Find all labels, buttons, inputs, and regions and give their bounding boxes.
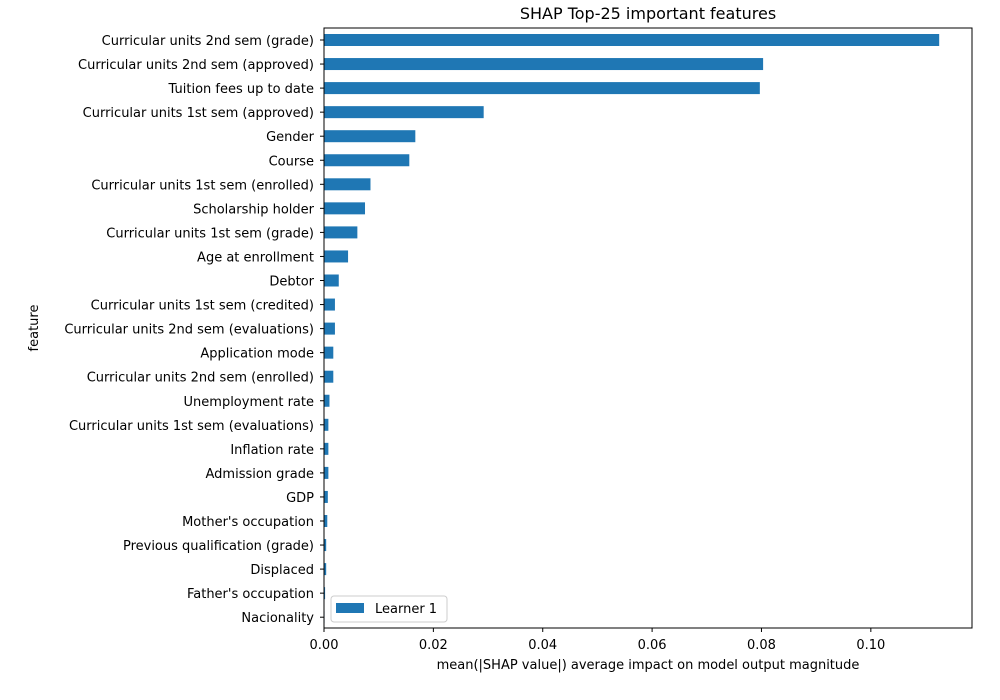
y-tick-label: Curricular units 1st sem (approved)	[83, 106, 314, 121]
bar	[324, 466, 329, 479]
bars-group	[324, 34, 940, 624]
x-ticks-group: 0.00 0.02 0.04 0.06 0.08 0.10	[310, 628, 885, 653]
y-tick-label: Curricular units 1st sem (enrolled)	[91, 178, 314, 193]
bar	[324, 587, 326, 600]
bar	[324, 226, 358, 239]
y-tick-label: Gender	[266, 130, 315, 145]
x-axis-title: mean(|SHAP value|) average impact on mod…	[437, 658, 860, 673]
bar	[324, 539, 327, 552]
y-tick-label: Debtor	[269, 275, 314, 290]
bar	[324, 82, 760, 95]
x-tick-label: 0.00	[310, 638, 339, 653]
y-tick-label: Curricular units 2nd sem (approved)	[78, 58, 314, 73]
bar	[324, 322, 335, 335]
x-tick-label: 0.04	[528, 638, 557, 653]
legend: Learner 1	[330, 595, 448, 623]
bar	[324, 394, 330, 407]
y-tick-label: Inflation rate	[230, 443, 314, 458]
y-tick-label: Age at enrollment	[197, 250, 314, 265]
legend-box	[330, 595, 448, 623]
bar	[324, 202, 366, 215]
bar	[324, 130, 416, 143]
x-tick-label: 0.02	[419, 638, 448, 653]
bar	[324, 346, 334, 359]
y-axis-title: feature	[27, 305, 42, 352]
legend-label: Learner 1	[375, 602, 437, 617]
chart-title: SHAP Top-25 important features	[520, 4, 776, 23]
bar	[324, 250, 349, 263]
y-tick-label: Curricular units 1st sem (grade)	[106, 226, 314, 241]
y-tick-label: Unemployment rate	[184, 395, 314, 410]
y-tick-label: Course	[269, 154, 314, 169]
y-tick-label: Curricular units 2nd sem (evaluations)	[64, 323, 314, 338]
y-tick-label: Admission grade	[206, 467, 315, 482]
legend-swatch	[336, 603, 364, 613]
bar	[324, 274, 339, 287]
y-tick-label: Previous qualification (grade)	[123, 539, 314, 554]
bar	[324, 490, 328, 503]
bar	[324, 298, 335, 311]
y-tick-label: Application mode	[200, 347, 314, 362]
y-tick-label: Curricular units 1st sem (evaluations)	[69, 419, 314, 434]
bar	[324, 370, 334, 383]
x-tick-label: 0.10	[856, 638, 885, 653]
bar	[324, 563, 327, 576]
x-tick-label: 0.08	[747, 638, 776, 653]
y-tick-label: GDP	[286, 491, 314, 506]
bar	[324, 442, 329, 455]
y-tick-label: Scholarship holder	[193, 202, 315, 217]
y-tick-label: Curricular units 1st sem (credited)	[91, 299, 314, 314]
y-tick-label: Mother's occupation	[182, 515, 314, 530]
y-tick-label: Father's occupation	[187, 587, 314, 602]
y-tick-label: Tuition fees up to date	[168, 82, 314, 97]
plot-frame	[323, 27, 973, 629]
bar	[324, 58, 764, 71]
bar	[324, 178, 371, 191]
bar	[324, 418, 329, 431]
y-tick-label: Curricular units 2nd sem (grade)	[102, 34, 314, 49]
y-tick-label: Curricular units 2nd sem (enrolled)	[87, 371, 314, 386]
y-ticks-group: Curricular units 2nd sem (grade) Curricul…	[64, 34, 324, 626]
y-tick-label: Nacionality	[241, 611, 314, 626]
x-tick-label: 0.06	[638, 638, 667, 653]
bar	[324, 154, 410, 167]
y-tick-label: Displaced	[250, 563, 314, 578]
bar	[324, 34, 940, 46]
bar	[324, 515, 328, 527]
bar	[324, 106, 484, 119]
